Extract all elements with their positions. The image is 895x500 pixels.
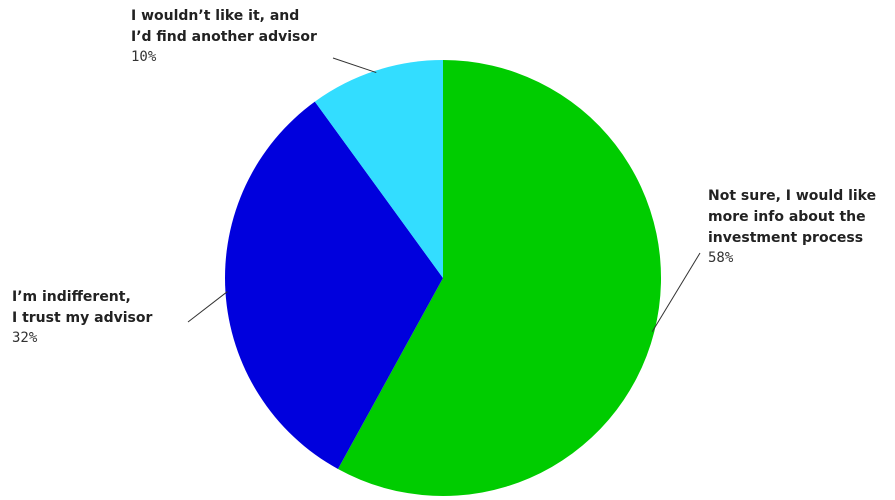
slice-label-line: investment process — [708, 230, 864, 246]
slice-label-line: I’m indifferent, — [12, 289, 131, 305]
pie-slice-would-not-like — [314, 60, 443, 278]
slice-label-line: more info about the — [708, 209, 866, 225]
pie-slices — [224, 60, 662, 497]
slice-label-would-not-like: I wouldn’t like it, and I’d find another… — [131, 6, 317, 66]
slice-value-label: 58% — [708, 250, 734, 266]
slice-value-label: 10% — [131, 49, 157, 65]
slice-label-not-sure: Not sure, I would like more info about t… — [708, 186, 876, 267]
slice-label-line: I trust my advisor — [12, 310, 153, 326]
slice-label-line: Not sure, I would like — [708, 188, 877, 204]
pie-slice-not-sure — [337, 60, 662, 497]
slice-label-indifferent: I’m indifferent, I trust my advisor 32% — [12, 287, 152, 347]
leader-line — [651, 252, 701, 332]
leader-line — [332, 57, 377, 74]
leader-line — [187, 291, 228, 323]
slice-label-line: I’d find another advisor — [131, 29, 317, 45]
pie-slice-indifferent — [224, 101, 443, 470]
leader-lines — [187, 57, 701, 332]
slice-value-label: 32% — [12, 330, 38, 346]
slice-label-line: I wouldn’t like it, and — [131, 8, 300, 24]
